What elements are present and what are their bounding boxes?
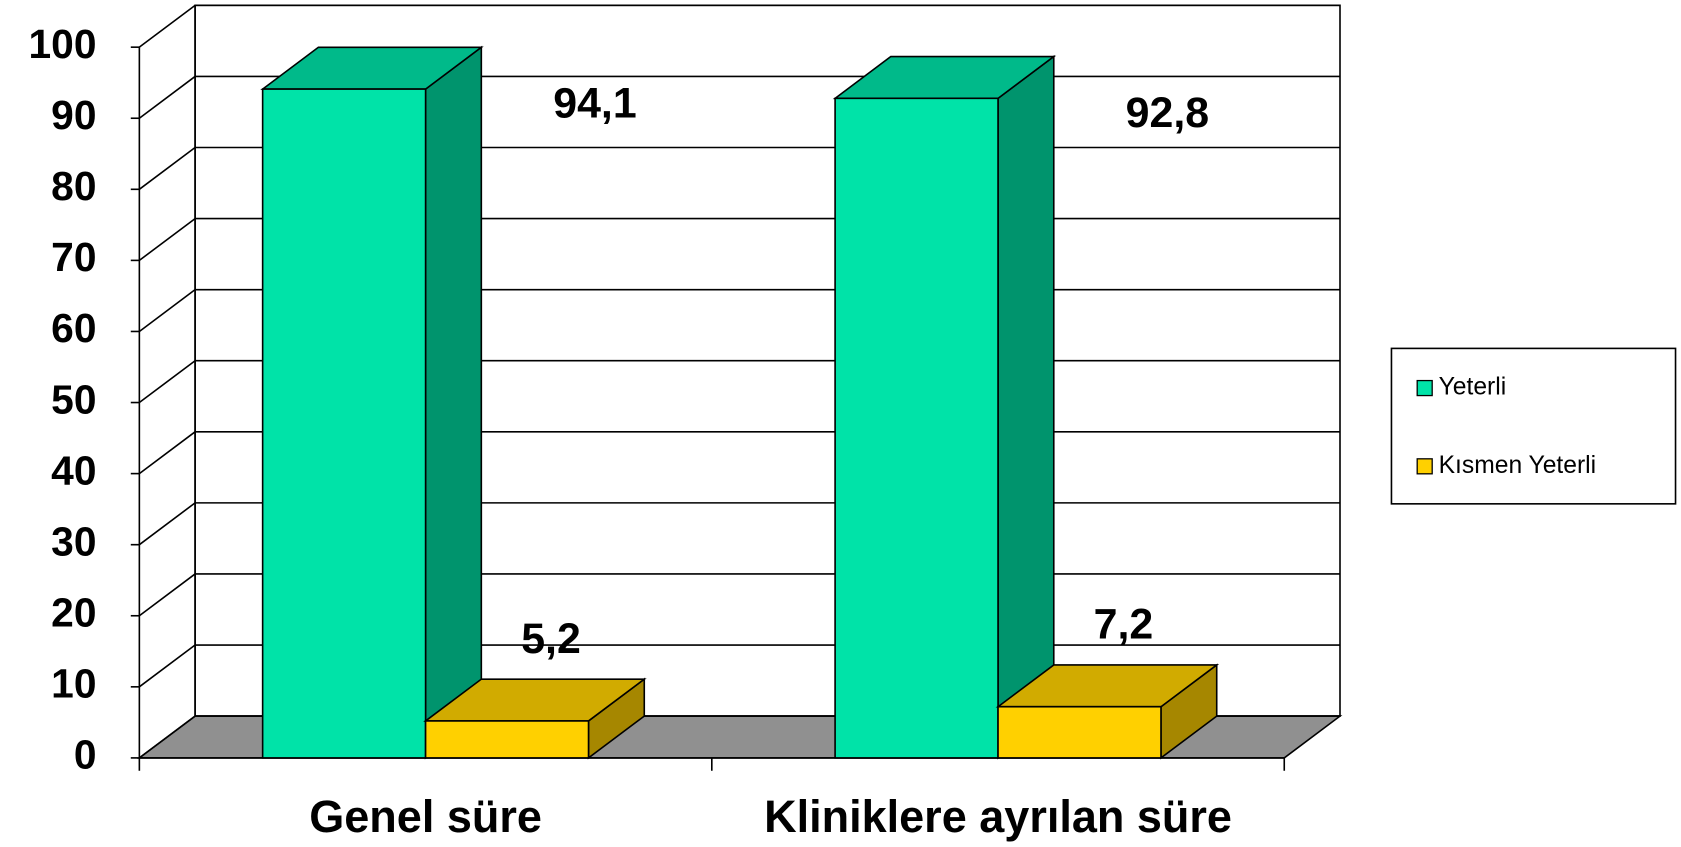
bar (260, 45, 484, 760)
legend-swatch (1416, 379, 1433, 397)
bar-side (424, 45, 483, 760)
x-tick-label: Genel süre (309, 791, 542, 842)
y-tick-label: 70 (51, 234, 96, 280)
plot: 0 10 20 30 40 50 60 70 80 90 100 Genel süre Klinikle… (29, 4, 1677, 842)
grid-line-side (138, 146, 196, 190)
bar-front (424, 720, 590, 759)
grid-line-side (138, 502, 196, 546)
grid-line-side (138, 715, 196, 759)
legend-label: Kısmen Yeterli (1439, 452, 1597, 479)
y-tick-label: 100 (29, 21, 97, 67)
bar (832, 54, 1057, 760)
value-label: 94,1 (553, 80, 636, 128)
legend-swatch (1416, 458, 1433, 475)
legend-label: Yeterli (1439, 374, 1507, 401)
grid-line-side (138, 217, 196, 262)
value-label: 5,2 (521, 615, 581, 663)
legend: Yeterli Kısmen Yeterli (1390, 347, 1677, 505)
y-tick-label: 60 (51, 305, 96, 351)
bar-front (997, 705, 1162, 759)
y-tick-label: 10 (51, 661, 96, 707)
x-tick-label: Kliniklere ayrılan süre (764, 791, 1232, 842)
grid-line-side (138, 4, 196, 48)
bar (423, 677, 647, 760)
grid-line-side (138, 360, 196, 404)
grid-line-side (138, 75, 196, 119)
value-label: 7,2 (1094, 601, 1154, 649)
y-tick-label: 0 (74, 732, 97, 778)
grid-line-side (138, 431, 196, 475)
y-tick-label: 30 (51, 518, 96, 564)
grid-line-side (138, 644, 196, 688)
value-label: 92,8 (1126, 89, 1209, 137)
grid-line-side (138, 573, 196, 617)
legend-box (1390, 347, 1677, 505)
bar-front (261, 88, 427, 759)
y-tick-label: 20 (51, 590, 96, 636)
bar-side (997, 54, 1055, 760)
grid-line-side (138, 289, 196, 333)
y-tick-label: 90 (51, 92, 96, 138)
y-tick-label: 40 (51, 447, 96, 493)
bar-front (834, 97, 999, 759)
bar (995, 663, 1220, 760)
y-tick-label: 50 (51, 376, 96, 422)
y-tick-label: 80 (51, 163, 96, 209)
